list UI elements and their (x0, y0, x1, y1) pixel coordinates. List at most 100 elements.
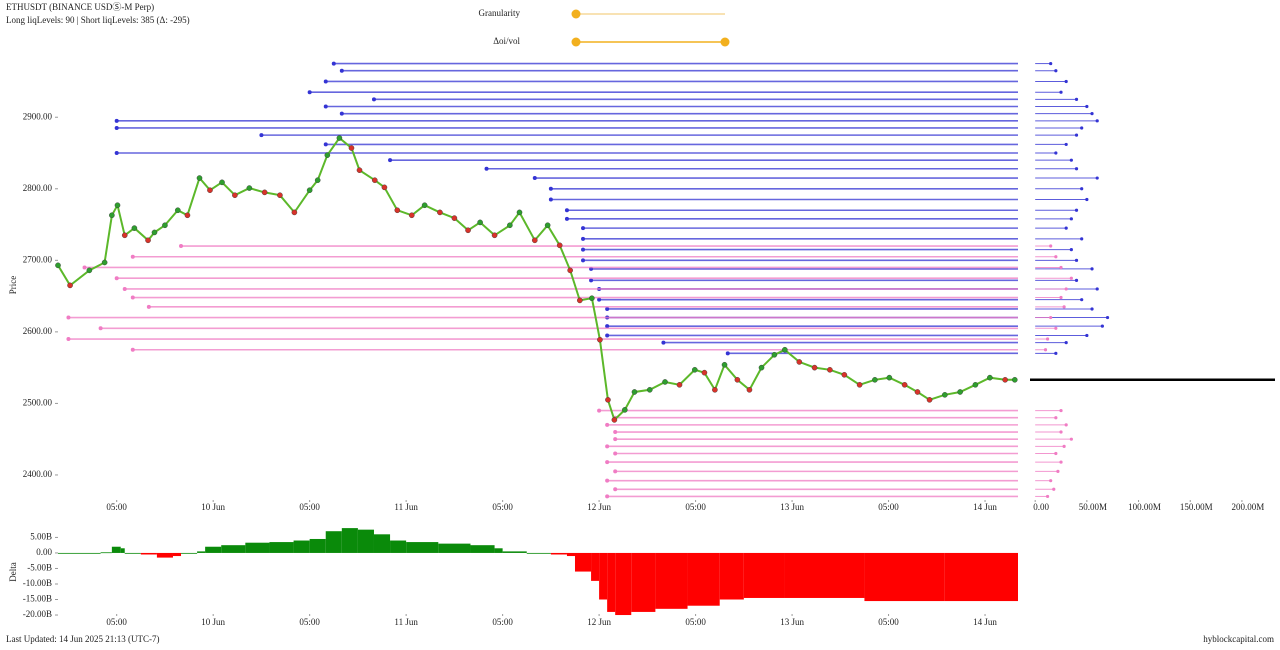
delta-bar (550, 552, 567, 555)
delta-bar (58, 552, 101, 554)
price-point (662, 379, 668, 385)
liq-level-start (613, 451, 618, 456)
liq-size-dot (1105, 315, 1110, 320)
x-tick-label: 05:00 (106, 617, 127, 627)
liq-level-start (130, 295, 135, 300)
liq-size-dot (1054, 326, 1058, 330)
price-point (734, 377, 741, 383)
slider-knob[interactable] (571, 37, 581, 47)
price-point (691, 366, 698, 373)
liq-level-start (323, 104, 328, 109)
liq-size-dot (1064, 79, 1068, 84)
x-tick-label: 05:00 (878, 502, 899, 512)
liq-level-start (564, 208, 569, 213)
liq-level-start (605, 444, 610, 449)
x-tick-label: 11 Jun (394, 617, 418, 627)
x-tick-label: 13 Jun (780, 617, 804, 627)
levels-layer (66, 61, 1110, 499)
liq-size-dot (1064, 423, 1068, 427)
price-point (151, 229, 158, 236)
liq-size-dot (1085, 197, 1089, 202)
liq-level-start (613, 430, 618, 435)
price-point (491, 232, 498, 239)
liq-level-start (613, 469, 618, 474)
delta-bar (687, 552, 720, 606)
price-point (701, 369, 708, 376)
price-point (872, 377, 878, 383)
price-point (348, 145, 355, 151)
price-point (721, 361, 728, 368)
liq-size-dot (1059, 295, 1063, 300)
price-point (55, 262, 61, 269)
delta-bar (470, 545, 495, 553)
price-point (556, 242, 563, 249)
price-point (437, 209, 443, 216)
slider-knob[interactable] (720, 37, 730, 47)
liq-size-dot (1059, 460, 1063, 464)
slider-label: Δoi/vol (493, 36, 520, 46)
price-point (577, 297, 583, 304)
liq-size-dot (1074, 167, 1079, 171)
price-point (465, 227, 471, 234)
delta-bar (205, 546, 222, 553)
delta-bar (156, 552, 173, 558)
price-point (811, 364, 818, 371)
delta-bar (293, 540, 310, 553)
price-point (771, 351, 778, 358)
x-tick-label: 11 Jun (394, 502, 418, 512)
price-point (712, 387, 718, 393)
liq-level-start (323, 142, 328, 147)
liq-level-start (661, 340, 666, 345)
liq-level-start (66, 337, 71, 342)
price-point (451, 215, 458, 221)
price-point (516, 209, 523, 216)
price-point (544, 222, 551, 229)
delta-bar (140, 552, 157, 555)
price-point (314, 177, 321, 183)
x-tick-label: 05:00 (299, 502, 320, 512)
delta-bar (655, 552, 688, 609)
liq-size-dot (1069, 276, 1073, 280)
liq-size-dot (1054, 151, 1058, 155)
price-point (531, 237, 538, 244)
delta-tick-label: -15.00B (23, 594, 52, 604)
delta-bar (784, 552, 865, 598)
price-point (942, 392, 948, 398)
delta-bar (615, 552, 632, 616)
price-point (901, 382, 908, 388)
x-tick-label: 05:00 (878, 617, 899, 627)
delta-bar (566, 552, 575, 557)
delta-bar (325, 531, 342, 553)
liq-level-start (130, 254, 135, 259)
delta-tick-label: 0.00 (36, 547, 52, 557)
liq-level-start (581, 236, 586, 241)
liq-level-start (179, 244, 184, 249)
liq-level-start (98, 326, 103, 331)
liq-size-dot (1069, 247, 1073, 252)
price-point (841, 371, 848, 378)
delta-bar (269, 542, 294, 553)
delta-bar (124, 552, 141, 554)
liq-size-dot (1080, 126, 1084, 130)
liq-level-start (484, 166, 489, 171)
liq-level-start (331, 61, 336, 66)
x-tick-label: 12 Jun (587, 617, 611, 627)
price-point (196, 175, 203, 181)
liq-size-dot (1074, 208, 1079, 212)
slider-label: Granularity (479, 8, 521, 18)
price-point (597, 336, 603, 343)
liq-level-start (605, 494, 610, 499)
liq-size-dot (1049, 315, 1053, 320)
delta-bar (120, 548, 125, 553)
price-point (987, 374, 993, 381)
liq-level-start (605, 422, 610, 427)
delta-bar (502, 551, 527, 553)
liq-level-start (114, 118, 119, 123)
liq-level-start (564, 216, 569, 221)
delta-bar (591, 552, 600, 581)
liq-level-start (532, 176, 537, 181)
slider-knob[interactable] (571, 9, 581, 19)
delta-tick-label: -5.00B (27, 563, 52, 573)
delta-bar (438, 543, 471, 553)
